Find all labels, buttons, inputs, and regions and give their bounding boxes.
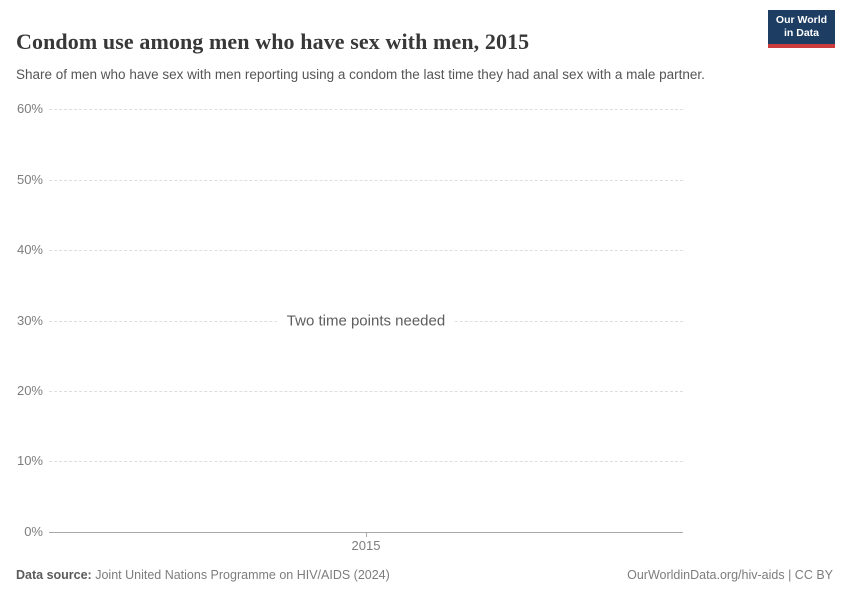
owid-logo-line1: Our World: [775, 14, 828, 27]
y-tick-label-10: 10%: [16, 453, 43, 468]
owid-logo[interactable]: Our World in Data: [768, 10, 835, 48]
no-data-message: Two time points needed: [276, 310, 456, 332]
data-source: Data source: Joint United Nations Progra…: [16, 568, 390, 582]
y-tick-label-50: 50%: [16, 172, 43, 187]
gridline-50: [49, 180, 683, 181]
y-tick-label-60: 60%: [16, 101, 43, 116]
chart-title: Condom use among men who have sex with m…: [16, 28, 530, 54]
license-link[interactable]: OurWorldinData.org/hiv-aids | CC BY: [627, 568, 833, 582]
x-axis-tick-mark: [366, 532, 367, 537]
y-tick-label-30: 30%: [16, 313, 43, 328]
y-tick-label-20: 20%: [16, 383, 43, 398]
y-tick-label-0: 0%: [24, 524, 43, 539]
y-tick-label-40: 40%: [16, 242, 43, 257]
gridline-60: [49, 109, 683, 110]
gridline-10: [49, 461, 683, 462]
gridline-20: [49, 391, 683, 392]
x-tick-label-2015: 2015: [351, 538, 381, 553]
data-source-value: Joint United Nations Programme on HIV/AI…: [95, 568, 390, 582]
gridline-40: [49, 250, 683, 251]
chart-subtitle: Share of men who have sex with men repor…: [16, 66, 705, 82]
owid-logo-line2: in Data: [783, 27, 819, 39]
data-source-label: Data source:: [16, 568, 92, 582]
